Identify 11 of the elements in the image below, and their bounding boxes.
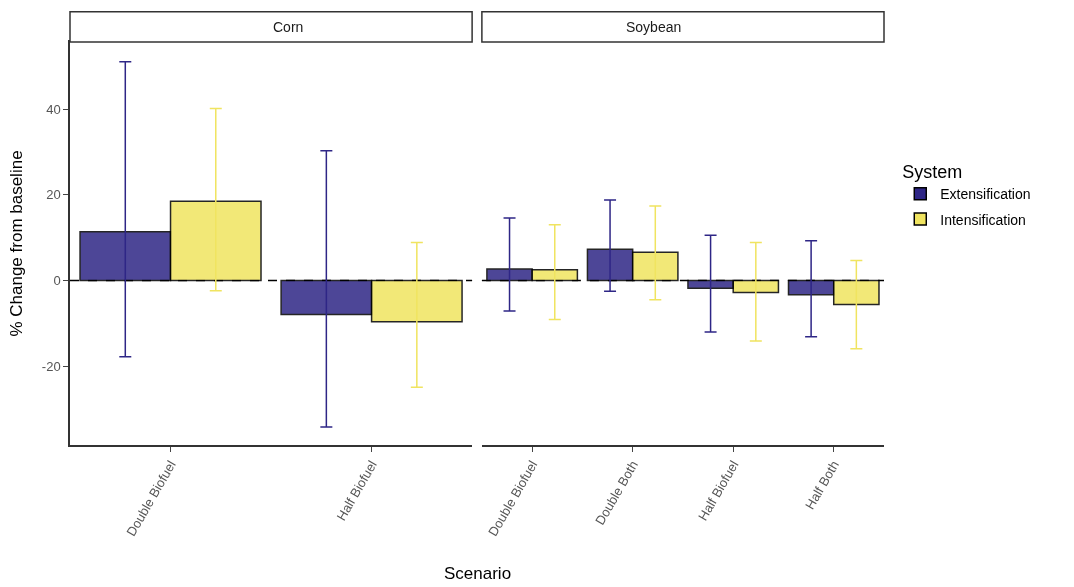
y-tick-label: 20 (46, 187, 61, 203)
y-tick-label: 0 (53, 273, 61, 289)
chart-title: Corn (273, 19, 304, 35)
legend-title: System (902, 162, 963, 183)
y-tick-label: -20 (41, 358, 61, 374)
chart-title: Soybean (626, 19, 682, 35)
x-axis-title: Scenario (444, 564, 512, 583)
legend-label: Extensification (940, 186, 1031, 203)
legend-label: Intensification (940, 211, 1026, 228)
y-tick-label: 40 (46, 101, 61, 117)
y-axis-title: % Change from baseline (6, 150, 26, 337)
